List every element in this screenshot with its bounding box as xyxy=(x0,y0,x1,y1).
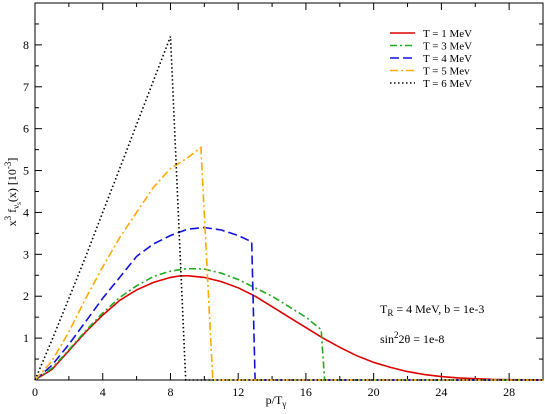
y-tick-label: 4 xyxy=(23,205,29,219)
legend-label: T = 6 MeV xyxy=(423,78,472,90)
x-axis-label: p/Tγ xyxy=(266,393,287,409)
series-line-4 xyxy=(34,145,543,381)
x-tick-label: 24 xyxy=(435,385,447,399)
series-line-5 xyxy=(34,36,543,381)
legend-label: T = 4 MeV xyxy=(423,53,472,65)
annotation-tr-b: TR = 4 MeV, b = 1e-3 xyxy=(380,302,484,318)
y-tick-label: 1 xyxy=(23,331,29,345)
y-tick-label: 3 xyxy=(23,247,29,261)
y-tick-label: 6 xyxy=(23,122,29,136)
x-tick-label: 16 xyxy=(300,385,312,399)
legend-label: T = 5 Mev xyxy=(423,66,470,78)
legend-label: T = 1 MeV xyxy=(423,28,472,40)
x-tick-label: 0 xyxy=(32,385,38,399)
y-axis-label: x3 fνs(x) [10-3] xyxy=(3,158,23,227)
annotation-mixing: sin22θ = 1e-8 xyxy=(380,330,444,346)
legend-label: T = 3 MeV xyxy=(423,41,472,53)
x-tick-label: 20 xyxy=(368,385,380,399)
x-tick-label: 28 xyxy=(503,385,515,399)
x-tick-labels: 0 4 8 12 16 20 24 28 xyxy=(32,385,515,399)
y-tick-label: 2 xyxy=(23,289,29,303)
x-tick-label: 4 xyxy=(100,385,106,399)
y-tick-label: 7 xyxy=(23,80,29,94)
y-tick-label: 5 xyxy=(23,164,29,178)
series-lines xyxy=(34,36,544,381)
series-line-2 xyxy=(34,267,543,381)
x-tick-label: 8 xyxy=(167,385,173,399)
y-tick-labels: 1 2 3 4 5 6 7 8 xyxy=(23,38,29,345)
x-tick-label: 12 xyxy=(232,385,244,399)
y-tick-label: 8 xyxy=(23,38,29,52)
series-line-1 xyxy=(34,274,544,381)
